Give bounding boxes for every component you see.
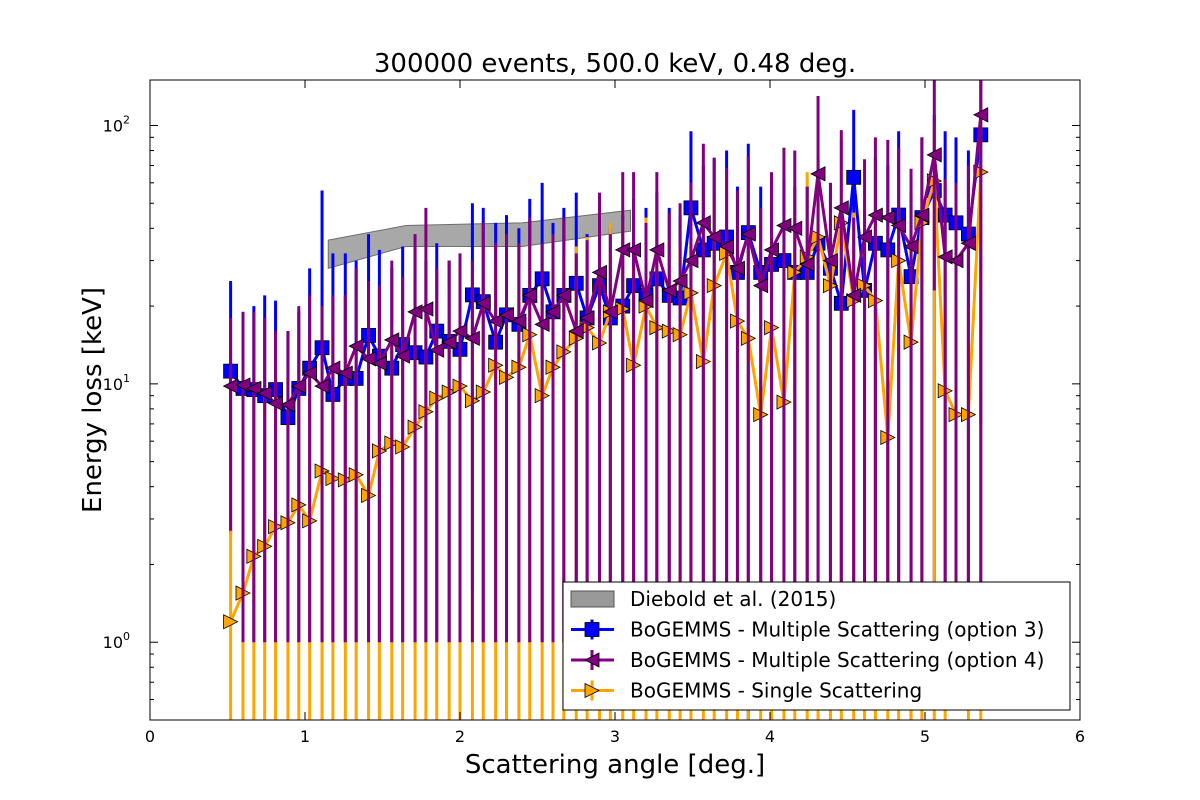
data-point-triangle-left bbox=[914, 207, 930, 223]
axes: 0 1 2 3 4 5 6 100 101 102 bbox=[103, 79, 1085, 746]
plot-area bbox=[222, 80, 989, 720]
data-point-triangle-left bbox=[579, 310, 595, 326]
x-tick-label: 1 bbox=[300, 727, 310, 746]
data-point-triangle-left bbox=[661, 282, 677, 299]
data-point-triangle-left bbox=[638, 292, 654, 309]
data-point-triangle-left bbox=[867, 207, 883, 223]
data-point-square bbox=[584, 622, 600, 637]
data-point-triangle-left bbox=[267, 395, 283, 412]
data-point-triangle-left bbox=[729, 260, 745, 276]
data-point-triangle-left bbox=[245, 380, 262, 397]
data-point-triangle-left bbox=[464, 330, 480, 347]
data-point-triangle-left bbox=[584, 652, 600, 668]
chart-title: 300000 events, 500.0 keV, 0.48 deg. bbox=[374, 49, 856, 79]
data-point-triangle-left bbox=[625, 242, 641, 258]
data-point-triangle-left bbox=[290, 378, 307, 394]
data-point-triangle-left bbox=[740, 226, 756, 242]
legend-label: BoGEMMS - Multiple Scattering (option 4) bbox=[630, 648, 1044, 672]
data-point-triangle-left bbox=[418, 301, 434, 317]
x-tick-label: 4 bbox=[765, 727, 775, 746]
data-point-triangle-left bbox=[822, 252, 838, 269]
data-point-triangle-left bbox=[960, 235, 976, 251]
legend-entry: BoGEMMS - Single Scattering bbox=[571, 679, 922, 703]
data-point-triangle-left bbox=[890, 217, 907, 234]
data-point-triangle-left bbox=[672, 273, 688, 289]
series-line bbox=[230, 114, 983, 407]
data-point-triangle-left bbox=[280, 397, 296, 413]
data-point-triangle-left bbox=[810, 166, 826, 182]
data-point-triangle-left bbox=[706, 229, 722, 245]
data-point-triangle-right bbox=[223, 614, 239, 630]
series-2 bbox=[222, 80, 989, 643]
plot-clip-group bbox=[222, 80, 989, 720]
data-point-triangle-left bbox=[452, 323, 468, 339]
data-point-triangle-left bbox=[348, 338, 364, 354]
data-point-triangle-left bbox=[903, 238, 919, 255]
diebold-band bbox=[327, 209, 631, 269]
data-point-triangle-left bbox=[428, 342, 445, 358]
data-point-triangle-left bbox=[407, 304, 423, 320]
legend-entry: Diebold et al. (2015) bbox=[570, 587, 836, 611]
data-point-triangle-left bbox=[845, 287, 862, 304]
legend-entry: BoGEMMS - Multiple Scattering (option 4) bbox=[571, 648, 1044, 672]
data-point-triangle-left bbox=[799, 256, 815, 273]
data-point-triangle-left bbox=[301, 365, 318, 381]
data-point-triangle-left bbox=[683, 252, 699, 269]
data-point-triangle-left bbox=[545, 304, 561, 320]
data-point-triangle-left bbox=[879, 209, 896, 226]
y-tick-label: 102 bbox=[103, 113, 130, 135]
data-point-triangle-left bbox=[498, 307, 514, 323]
data-point-triangle-left bbox=[394, 348, 411, 364]
legend-label: BoGEMMS - Multiple Scattering (option 3) bbox=[630, 618, 1044, 642]
legend-box bbox=[562, 581, 1071, 711]
legend: Diebold et al. (2015) BoGEMMS - Multiple … bbox=[562, 581, 1071, 711]
data-point-triangle-left bbox=[776, 217, 792, 234]
data-point-triangle-left bbox=[856, 229, 872, 245]
x-tick-label: 5 bbox=[920, 727, 930, 746]
data-point-triangle-left bbox=[695, 215, 711, 231]
legend-label: BoGEMMS - Single Scattering bbox=[630, 679, 922, 703]
data-point-triangle-left bbox=[360, 351, 376, 367]
data-point-triangle-left bbox=[256, 385, 273, 401]
legend-entry: BoGEMMS - Multiple Scattering (option 3) bbox=[571, 618, 1044, 642]
data-point-triangle-left bbox=[383, 332, 400, 348]
x-tick-label: 2 bbox=[455, 727, 465, 746]
data-point-triangle-left bbox=[926, 147, 942, 163]
data-point-triangle-left bbox=[325, 360, 341, 376]
data-point-square bbox=[846, 169, 862, 185]
data-point-triangle-left bbox=[534, 316, 550, 332]
x-tick-label: 3 bbox=[610, 727, 620, 746]
data-point-triangle-left bbox=[314, 378, 330, 394]
legend-swatch-band bbox=[570, 590, 615, 608]
y-axis-label: Energy loss [keV] bbox=[78, 287, 108, 513]
data-point-triangle-left bbox=[718, 238, 734, 255]
data-point-triangle-left bbox=[948, 252, 964, 269]
data-point-triangle-left bbox=[475, 295, 491, 311]
data-point-triangle-left bbox=[487, 313, 504, 329]
data-point-triangle-left bbox=[337, 365, 353, 381]
data-point-triangle-left bbox=[833, 200, 849, 216]
data-point-triangle-left bbox=[591, 264, 607, 281]
data-point-triangle-left bbox=[763, 242, 779, 258]
x-tick-label: 6 bbox=[1075, 727, 1085, 746]
data-point-triangle-left bbox=[972, 107, 989, 123]
x-axis-label: Scattering angle [deg.] bbox=[465, 750, 765, 780]
y-tick-label: 100 bbox=[103, 630, 130, 652]
data-point-triangle-left bbox=[602, 304, 618, 320]
legend-label: Diebold et al. (2015) bbox=[630, 587, 836, 611]
data-point-triangle-left bbox=[371, 355, 387, 372]
x-tick-label: 0 bbox=[145, 727, 155, 746]
data-point-triangle-left bbox=[786, 220, 803, 236]
data-point-triangle-left bbox=[648, 242, 665, 258]
data-point-triangle-left bbox=[752, 277, 769, 294]
data-point-triangle-right bbox=[584, 682, 600, 699]
data-point-triangle-left bbox=[521, 287, 538, 304]
y-tick-label: 101 bbox=[103, 372, 130, 394]
data-point-triangle-left bbox=[555, 287, 572, 304]
data-point-triangle-left bbox=[441, 334, 457, 350]
data-point-triangle-left bbox=[568, 323, 584, 339]
data-point-triangle-left bbox=[511, 313, 527, 329]
